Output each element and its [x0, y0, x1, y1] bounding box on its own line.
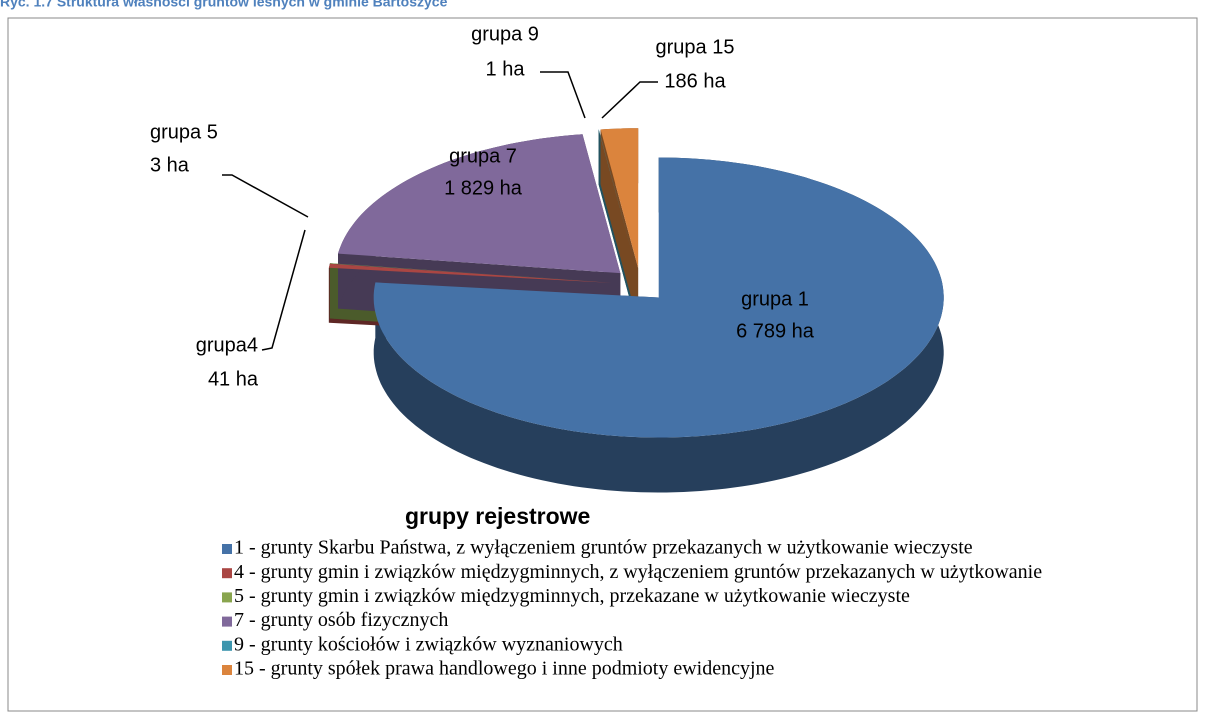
legend-swatch: [222, 544, 232, 554]
legend-label: 7 - grunty osób fizycznych: [234, 609, 448, 631]
legend-title: grupy rejestrowe: [405, 503, 590, 529]
value-label: 41 ha: [208, 368, 259, 390]
caption: Ryc. 1.7 Struktura własności gruntów leś…: [0, 0, 448, 10]
slice: [600, 128, 639, 269]
leader-line: [540, 71, 586, 119]
slice-label: grupa4: [196, 334, 258, 356]
slice-label: grupa 5: [150, 121, 218, 143]
value-label: 186 ha: [664, 70, 726, 92]
slice: [598, 129, 637, 269]
legend-label: 5 - grunty gmin i związków międzygminnyc…: [234, 585, 910, 607]
legend-label: 1 - grunty Skarbu Państwa, z wyłączeniem…: [234, 537, 973, 559]
legend-swatch: [222, 568, 232, 579]
legend-label: 15 - grunty spółek prawa handlowego i in…: [234, 658, 775, 680]
slice: [338, 134, 621, 274]
leader-line: [222, 174, 309, 218]
value-label: 1 ha: [486, 58, 526, 80]
slice-label: grupa 15: [656, 36, 735, 58]
leader-line: [261, 229, 306, 351]
value-label: 6 789 ha: [736, 320, 815, 342]
slice: [373, 157, 944, 438]
legend-swatch: [222, 640, 232, 651]
slice: [328, 263, 613, 283]
slice-label: grupa 1: [741, 288, 809, 310]
value-label: 3 ha: [150, 154, 190, 176]
slice-side: [328, 263, 330, 323]
value-label: 1 829 ha: [444, 177, 523, 199]
legend-label: 4 - grunty gmin i związków międzygminnyc…: [234, 561, 1042, 583]
legend-swatch: [222, 665, 232, 675]
slice-label: grupa 9: [471, 23, 539, 45]
legend-swatch: [222, 616, 232, 627]
leader-line: [601, 81, 658, 119]
legend-swatch: [222, 592, 232, 603]
legend-label: 9 - grunty kościołów i związków wyznanio…: [234, 633, 623, 655]
slice-label: grupa 7: [449, 145, 517, 167]
slice: [329, 263, 613, 283]
